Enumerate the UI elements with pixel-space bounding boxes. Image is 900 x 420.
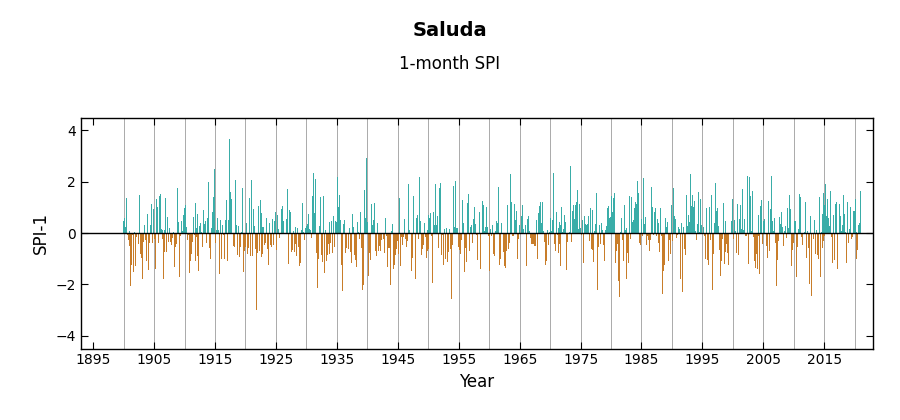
Text: 1-month SPI: 1-month SPI xyxy=(400,55,500,73)
Text: Saluda: Saluda xyxy=(413,21,487,40)
X-axis label: Year: Year xyxy=(459,373,495,391)
Y-axis label: SPI-1: SPI-1 xyxy=(32,212,50,254)
